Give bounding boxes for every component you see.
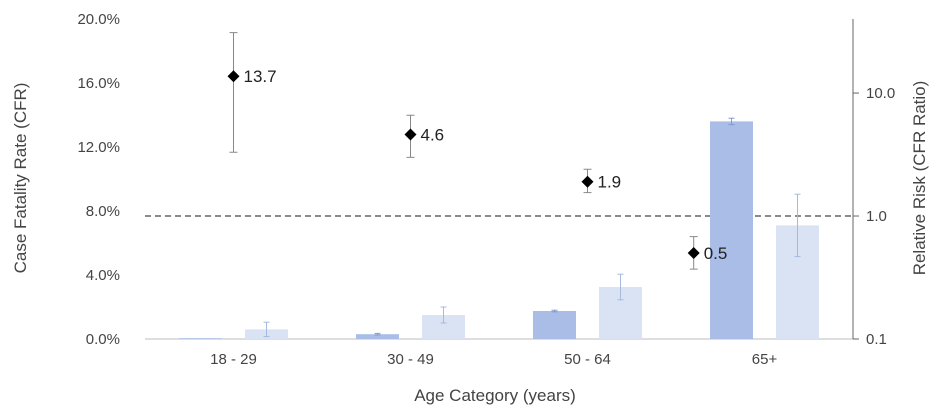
y2-tick-label: 10.0 [866,85,895,102]
ratio-point-0 [227,70,240,83]
y-tick-label: 20.0% [77,11,120,28]
x-tick-label: 18 - 29 [210,351,257,368]
x-axis-title: Age Category (years) [414,386,576,405]
x-tick-label: 65+ [752,351,778,368]
bar-series1-0 [179,338,222,340]
bar-series1-3 [710,121,753,340]
y-axis-ticks: 0.0% 4.0% 8.0% 12.0% 16.0% 20.0% [77,11,120,348]
ratio-point-2 [581,175,594,188]
ratio-point-3 [687,247,700,260]
bar-series1-1 [356,334,399,339]
y-axis-title: Case Fatality Rate (CFR) [11,83,30,274]
y-tick-label: 0.0% [86,331,120,348]
y2-tick-label: 1.0 [866,208,887,225]
ratio-data-label: 4.6 [421,126,445,145]
y-tick-label: 8.0% [86,203,120,220]
ratio-data-label: 1.9 [598,173,622,192]
x-tick-label: 30 - 49 [387,351,434,368]
ratio-data-label: 0.5 [704,244,728,263]
y-tick-label: 12.0% [77,139,120,156]
y-tick-label: 16.0% [77,75,120,92]
y2-tick-label: 0.1 [866,331,887,348]
y2-axis-title: Relative Risk (CFR Ratio) [910,81,929,276]
x-tick-label: 50 - 64 [564,351,611,368]
ratio-data-label: 13.7 [244,67,277,86]
y2-axis-ticks: 0.1 1.0 10.0 [853,85,895,348]
bars [179,117,819,340]
x-axis-ticks: 18 - 29 30 - 49 50 - 64 65+ [210,351,777,368]
bar-series1-2 [533,311,576,339]
ratio-point-1 [404,128,417,141]
ratio-points: 13.7 4.6 1.9 0.5 [227,32,728,270]
y-tick-label: 4.0% [86,267,120,284]
